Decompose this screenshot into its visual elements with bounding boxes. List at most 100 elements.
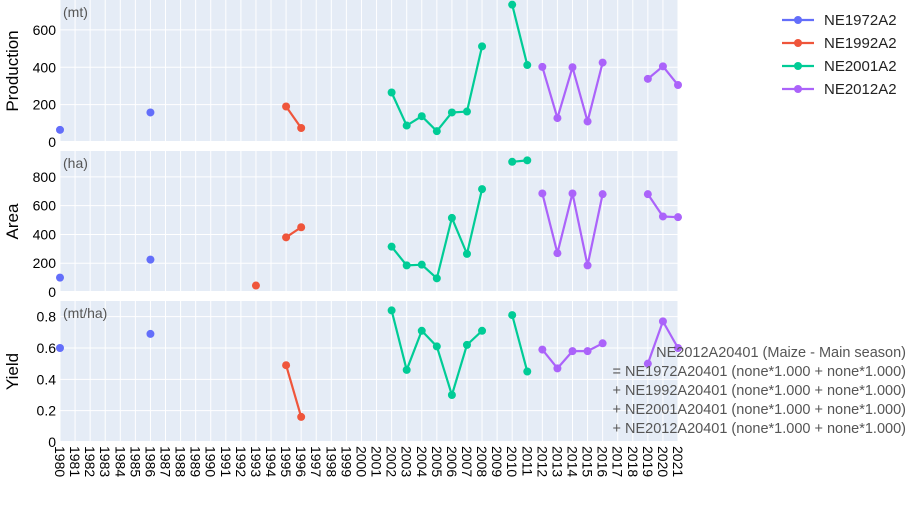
series-line-NE2012A2 <box>661 320 679 349</box>
y-tick-label: 200 <box>33 97 57 113</box>
data-point-NE1992A2 <box>282 361 291 370</box>
series-line-NE2012A2 <box>571 66 589 122</box>
data-point-NE2001A2 <box>387 306 396 315</box>
x-tick-label: 1990 <box>203 446 219 477</box>
y-tick-label: 400 <box>33 59 57 75</box>
data-point-NE2001A2 <box>432 127 441 136</box>
panel-background-area <box>60 151 678 292</box>
y-tick-label: 0 <box>48 134 56 150</box>
series-line-NE2001A2 <box>435 217 453 279</box>
data-point-NE1992A2 <box>297 223 306 232</box>
data-point-NE2012A2 <box>598 339 607 348</box>
x-tick-label: 1995 <box>278 446 294 477</box>
data-point-NE2012A2 <box>643 190 652 199</box>
x-tick-label: 2021 <box>670 446 686 477</box>
data-point-NE1972A2 <box>146 255 155 264</box>
data-point-NE1992A2 <box>282 102 291 111</box>
series-line-NE2012A2 <box>556 66 574 119</box>
series-line-NE2001A2 <box>390 92 408 127</box>
data-point-NE2012A2 <box>538 189 547 198</box>
data-point-NE2012A2 <box>658 317 667 326</box>
unit-label: (mt/ha) <box>63 305 107 321</box>
unit-label: (ha) <box>63 155 88 171</box>
data-point-NE2001A2 <box>508 157 517 166</box>
data-point-NE2001A2 <box>402 121 411 130</box>
data-point-NE2001A2 <box>523 156 532 165</box>
data-point-NE2001A2 <box>432 342 441 351</box>
x-tick-label: 1999 <box>338 446 354 477</box>
data-point-NE2012A2 <box>598 190 607 199</box>
x-tick-label: 1982 <box>82 446 98 477</box>
data-point-NE2001A2 <box>462 340 471 349</box>
data-point-NE2012A2 <box>568 63 577 72</box>
x-tick-label: 2005 <box>429 446 445 477</box>
x-tick-label: 1994 <box>263 446 279 477</box>
legend-item-NE2001A2: NE2001A2 <box>782 58 897 75</box>
data-point-NE2001A2 <box>523 367 532 376</box>
legend: NE1972A2 NE1992A2 NE2001A2 NE2012A2 <box>782 12 897 98</box>
series-line-NE2001A2 <box>390 245 408 267</box>
x-tick-label: 2019 <box>640 446 656 477</box>
legend-label: NE1992A2 <box>824 35 897 52</box>
data-point-NE2001A2 <box>462 107 471 116</box>
y-tick-label: 0.6 <box>37 340 57 356</box>
x-tick-label: 2017 <box>610 446 626 477</box>
data-point-NE1972A2 <box>146 329 155 338</box>
series-line-NE2012A2 <box>541 348 559 370</box>
unit-label: (mt) <box>63 4 88 20</box>
composition-note: NE2012A20401 (Maize - Main season) = NE19… <box>613 345 906 437</box>
data-point-NE2001A2 <box>447 391 456 399</box>
data-point-NE2001A2 <box>462 249 471 258</box>
data-point-NE2001A2 <box>508 0 517 9</box>
data-point-NE2012A2 <box>674 344 682 352</box>
y-axis-label: Production <box>3 30 22 111</box>
series-line-NE2001A2 <box>435 346 453 396</box>
data-point-NE1972A2 <box>56 125 64 134</box>
series-line-NE2001A2 <box>405 330 423 371</box>
data-point-NE2012A2 <box>553 249 562 258</box>
panel-background-yield <box>60 301 678 442</box>
note-line: + NE1992A20401 (none*1.000 + none*1.000) <box>613 383 906 399</box>
series-line-NE2012A2 <box>571 193 589 266</box>
series-line-NE2012A2 <box>586 62 604 122</box>
y-tick-label: 800 <box>33 169 57 185</box>
data-point-NE2001A2 <box>402 261 411 270</box>
data-point-NE2001A2 <box>417 112 426 121</box>
data-point-NE2012A2 <box>583 347 592 356</box>
legend-marker <box>794 16 802 24</box>
series-line-NE2012A2 <box>541 66 559 119</box>
data-point-NE2001A2 <box>432 274 441 283</box>
x-tick-label: 2012 <box>534 446 550 477</box>
note-line: = NE1972A20401 (none*1.000 + none*1.000) <box>613 364 906 380</box>
data-point-NE1992A2 <box>297 412 306 421</box>
data-point-NE2012A2 <box>568 347 577 356</box>
data-point-NE2012A2 <box>658 212 667 221</box>
x-tick-label: 2004 <box>414 446 430 477</box>
data-point-NE2012A2 <box>674 213 682 222</box>
data-point-NE2012A2 <box>583 117 592 126</box>
x-tick-label: 2002 <box>384 446 400 477</box>
x-tick-label: 2018 <box>625 446 641 477</box>
legend-label: NE1972A2 <box>824 12 897 29</box>
legend-item-NE1992A2: NE1992A2 <box>782 35 897 52</box>
y-axis-label: Area <box>3 203 22 239</box>
series-line-NE2001A2 <box>511 4 529 66</box>
data-point-NE1992A2 <box>251 281 260 290</box>
x-tick-label: 2008 <box>474 446 490 477</box>
data-point-NE2001A2 <box>402 365 411 374</box>
x-tick-label: 1992 <box>233 446 249 477</box>
x-tick-label: 2006 <box>444 446 460 477</box>
data-point-NE1992A2 <box>282 233 291 242</box>
x-tick-label: 1989 <box>188 446 204 477</box>
x-tick-label: 2000 <box>353 446 369 477</box>
data-point-NE2001A2 <box>447 108 456 117</box>
legend-item-NE1972A2: NE1972A2 <box>782 12 897 29</box>
x-tick-label: 1985 <box>127 446 143 477</box>
series-line-NE2001A2 <box>390 310 408 371</box>
series-line-NE2012A2 <box>646 320 664 365</box>
y-tick-label: 0.2 <box>37 403 57 419</box>
series-line-NE2001A2 <box>465 46 484 112</box>
x-tick-label: 1980 <box>52 446 68 477</box>
series-line-NE2001A2 <box>450 344 469 396</box>
